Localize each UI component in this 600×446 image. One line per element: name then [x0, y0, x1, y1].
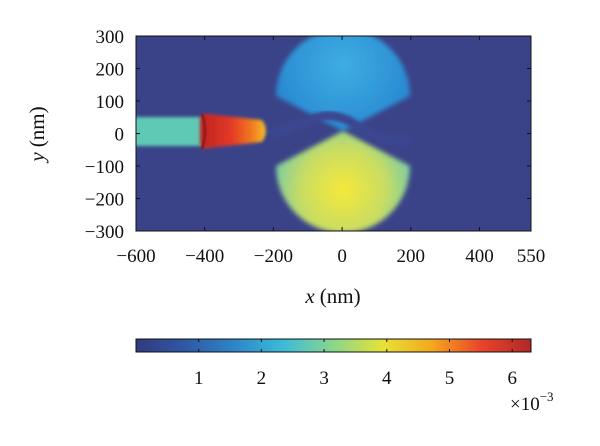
- disk-upper-region: [276, 36, 410, 131]
- hot-tip-region: [200, 113, 266, 149]
- waveguide-region: [136, 117, 210, 146]
- x-tick-label: −200: [254, 246, 293, 267]
- y-axis-title: y(nm): [25, 106, 49, 163]
- colorbar-tick-label: 1: [194, 368, 204, 389]
- x-axis: −600 −400 −200 0 200 400 550: [116, 36, 545, 267]
- y-tick-label: −300: [85, 222, 124, 243]
- colorbar-multiplier: ×10−3: [510, 389, 554, 415]
- colorbar-tick-label: 3: [319, 368, 329, 389]
- y-tick-label: −100: [85, 157, 124, 178]
- disk-lower-region: [276, 131, 410, 231]
- y-tick-label: −200: [85, 190, 124, 211]
- field-map: [136, 36, 411, 231]
- y-tick-label: 100: [96, 92, 125, 113]
- tip-edge: [200, 113, 207, 150]
- x-axis-title: x (nm): [304, 284, 360, 308]
- x-tick-label: 200: [397, 246, 426, 267]
- y-tick-label: 200: [96, 60, 125, 81]
- x-tick-label: 0: [337, 246, 347, 267]
- colorbar-ticks: 1 2 3 4 5 6: [194, 339, 517, 389]
- colorbar-tick-label: 4: [382, 368, 392, 389]
- x-tick-label: 550: [517, 246, 546, 267]
- colorbar-tick-label: 2: [257, 368, 267, 389]
- y-axis: 300 200 100 0 −100 −200 −300: [85, 27, 531, 243]
- x-tick-label: −400: [185, 246, 224, 267]
- y-tick-label: 300: [96, 27, 125, 48]
- slot-channel: [268, 111, 411, 145]
- colorbar: [135, 338, 532, 353]
- x-tick-label: −600: [116, 246, 155, 267]
- colorbar-tick-label: 6: [507, 368, 517, 389]
- colorbar-tick-label: 5: [445, 368, 455, 389]
- y-tick-label: 0: [115, 125, 125, 146]
- x-tick-label: 400: [465, 246, 494, 267]
